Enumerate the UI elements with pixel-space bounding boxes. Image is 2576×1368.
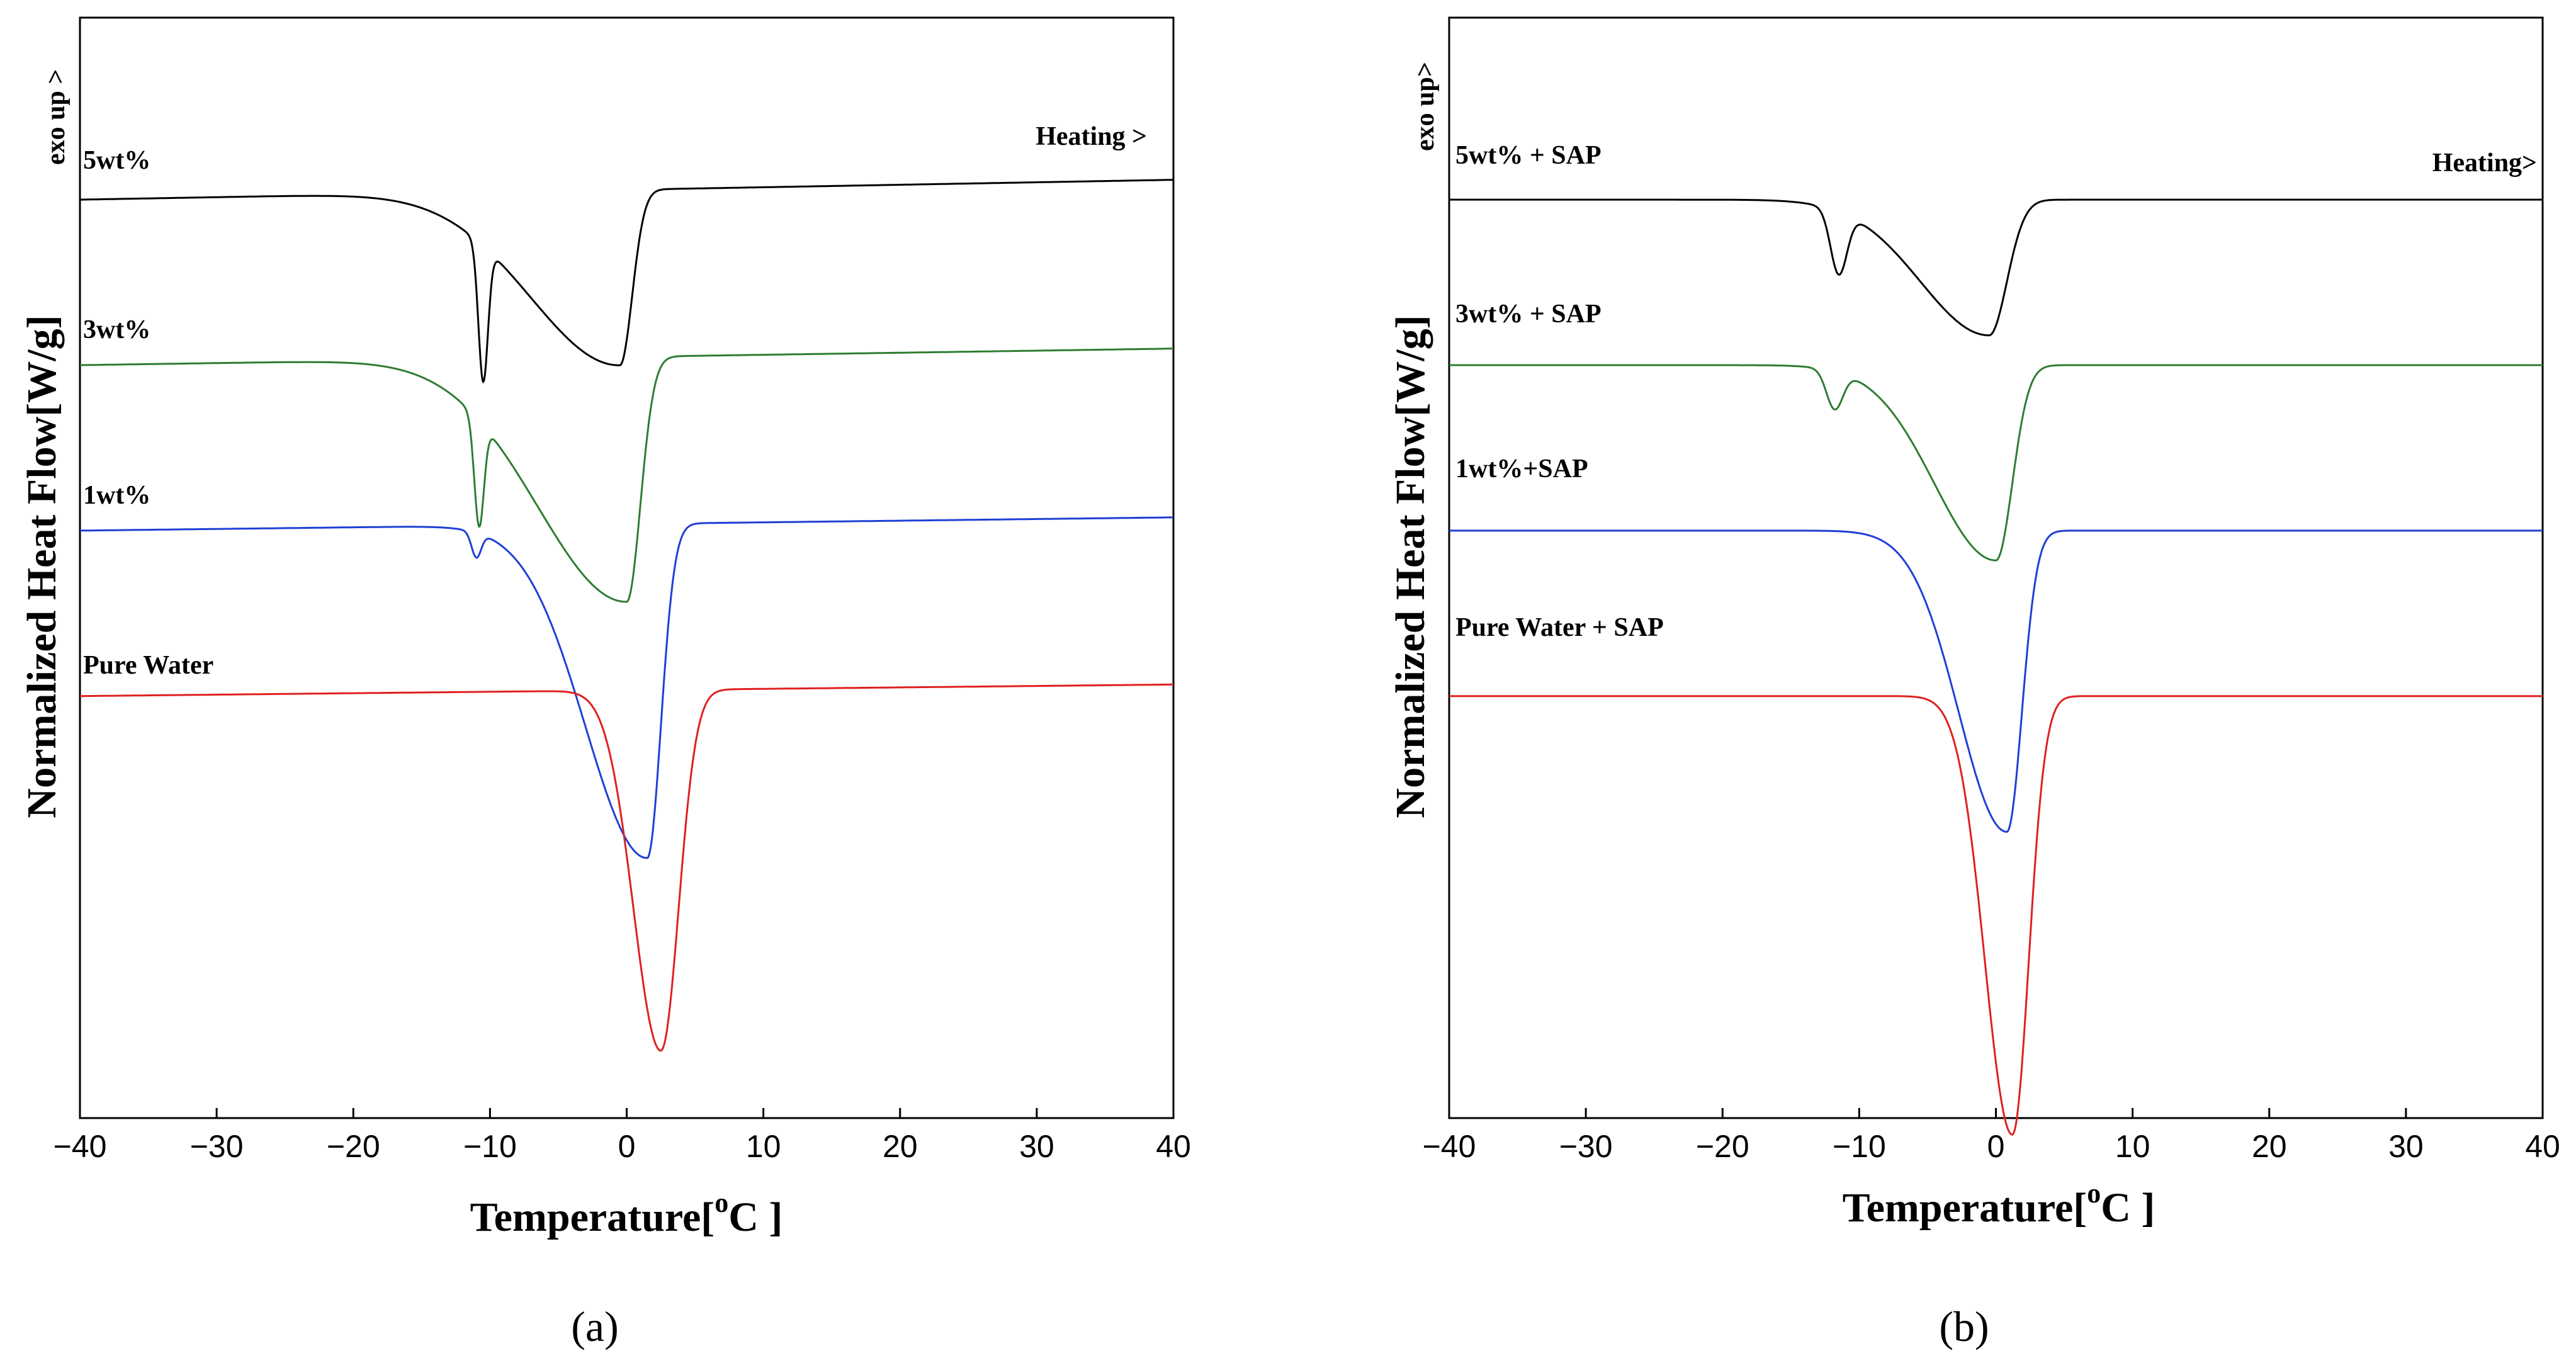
series-label-1wt: 1wt% — [83, 481, 150, 510]
exo-up-annotation: exo up> — [1411, 62, 1440, 151]
series-pure-water-line — [80, 683, 1173, 1052]
x-tick-label: 10 — [746, 1129, 781, 1164]
x-ticks: −40 −30 −20 −10 0 10 20 30 40 — [1423, 1108, 2560, 1164]
x-tick-label: 20 — [2252, 1129, 2287, 1164]
series-layer — [79, 179, 1173, 1052]
x-tick-label: −10 — [463, 1129, 517, 1164]
heating-annotation: Heating > — [1036, 122, 1147, 151]
plot-frame — [1448, 16, 2544, 1119]
series-1wt-line — [79, 516, 1173, 859]
x-tick-label: 40 — [1156, 1129, 1191, 1164]
series-label-3wt-sap: 3wt% + SAP — [1455, 300, 1602, 329]
heating-annotation: Heating> — [2432, 149, 2537, 178]
x-tick-label: 0 — [618, 1129, 636, 1164]
x-axis-title-unit: C ] — [2101, 1185, 2155, 1231]
x-tick-label: −20 — [327, 1129, 380, 1164]
chart-panel-b: −40 −30 −20 −10 0 10 20 30 40 Normalized Heat Fl… — [1387, 16, 2560, 1350]
x-tick-label: 0 — [1987, 1129, 2005, 1164]
series-5wt-line — [80, 179, 1173, 384]
series-label-5wt: 5wt% — [83, 146, 150, 175]
y-axis-title: Normalized Heat Flow[W/g] — [1387, 315, 1433, 818]
series-1wt-sap-line — [1449, 529, 2543, 833]
series-label-pure-water-sap: Pure Water + SAP — [1455, 613, 1664, 642]
x-axis-title-main: Temperature[ — [1843, 1185, 2087, 1231]
series-3wt-line — [80, 348, 1173, 603]
x-axis-title-main: Temperature[ — [470, 1194, 715, 1240]
series-5wt-sap-line — [1449, 198, 2543, 337]
x-tick-label: 10 — [2115, 1129, 2150, 1164]
series-label-3wt: 3wt% — [83, 315, 150, 344]
x-tick-label: −30 — [1559, 1129, 1613, 1164]
x-axis-degree: o — [715, 1187, 728, 1218]
y-axis-title: Normalized Heat Flow[W/g] — [19, 315, 65, 818]
series-label-pure-water: Pure Water — [83, 651, 213, 680]
x-axis-degree: o — [2087, 1178, 2101, 1209]
panel-label-b: (b) — [1939, 1303, 1989, 1350]
series-3wt-sap-line — [1449, 364, 2543, 562]
x-axis-title: Temperature[oC ] — [1843, 1178, 2155, 1231]
series-label-1wt-sap: 1wt%+SAP — [1455, 455, 1588, 483]
series-label-5wt-sap: 5wt% + SAP — [1455, 141, 1602, 170]
panel-label-a: (a) — [571, 1303, 618, 1350]
x-tick-label: 40 — [2525, 1129, 2560, 1164]
exo-up-annotation: exo up > — [42, 69, 71, 165]
x-tick-label: 30 — [2388, 1129, 2424, 1164]
x-tick-label: −40 — [1423, 1129, 1476, 1164]
series-pure-water-sap-line — [1449, 695, 2543, 1136]
series-layer — [1449, 198, 2543, 1136]
x-tick-label: −40 — [54, 1129, 107, 1164]
x-tick-label: −30 — [190, 1129, 244, 1164]
chart-panel-a: −40 −30 −20 −10 0 10 20 30 40 Normalized Heat Fl… — [19, 16, 1191, 1350]
x-tick-label: −20 — [1696, 1129, 1749, 1164]
x-tick-label: 20 — [883, 1129, 918, 1164]
x-axis-title-unit: C ] — [728, 1194, 782, 1240]
x-axis-title: Temperature[oC ] — [470, 1187, 783, 1240]
x-tick-label: −10 — [1833, 1129, 1886, 1164]
x-tick-label: 30 — [1019, 1129, 1054, 1164]
x-ticks: −40 −30 −20 −10 0 10 20 30 40 — [54, 1108, 1191, 1164]
